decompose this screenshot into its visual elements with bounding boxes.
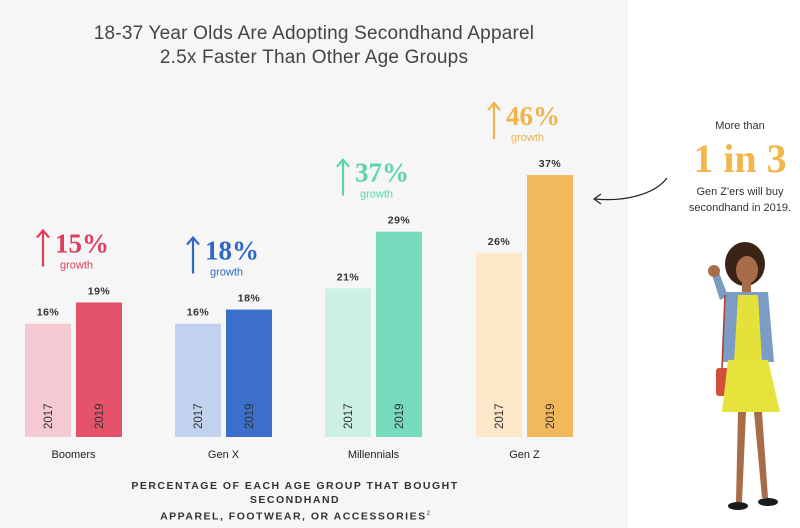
- callout-post-line-2: secondhand in 2019.: [688, 202, 792, 214]
- value-label-gen-z-2019: 37%: [539, 158, 562, 170]
- category-label-millennials: Millennials: [348, 449, 400, 461]
- year-label-gen-z-2019: 2019: [545, 403, 557, 429]
- chart-title-line-2: 2.5x Faster Than Other Age Groups: [159, 47, 469, 68]
- value-label-gen-x-2017: 16%: [187, 307, 210, 319]
- year-label-gen-x-2017: 2017: [193, 403, 205, 429]
- chart-title-line-1: 18-37 Year Olds Are Adopting Secondhand …: [93, 23, 535, 44]
- year-label-boomers-2019: 2019: [94, 403, 106, 429]
- callout-post-text: Gen Z'ers will buy secondhand in 2019.: [680, 184, 800, 216]
- growth-percent-gen-x: 18%: [205, 236, 259, 266]
- category-label-boomers: Boomers: [51, 449, 96, 461]
- bar-millennials-2019: [376, 231, 422, 437]
- value-label-millennials-2017: 21%: [337, 271, 360, 283]
- bar-chart: 16%201719%2019Boomers15%growth16%201718%…: [25, 101, 573, 461]
- category-label-gen-x: Gen X: [208, 449, 240, 461]
- growth-word-gen-x: growth: [210, 267, 243, 279]
- growth-percent-gen-z: 46%: [506, 101, 560, 131]
- bar-gen-x-2017: [175, 323, 221, 437]
- year-label-millennials-2017: 2017: [343, 403, 355, 429]
- value-label-millennials-2019: 29%: [388, 215, 411, 227]
- callout-pre-text: More than: [715, 120, 765, 132]
- footnote-line-2: APPAREL, FOOTWEAR, OR ACCESSORIES2: [90, 507, 500, 524]
- growth-percent-millennials: 37%: [355, 158, 409, 188]
- growth-word-boomers: growth: [60, 259, 93, 271]
- callout-post-line-1: Gen Z'ers will buy: [696, 186, 784, 198]
- callout-big-stat: 1 in 3: [693, 136, 787, 181]
- year-label-millennials-2019: 2019: [394, 403, 406, 429]
- bar-gen-z-2017: [476, 252, 522, 437]
- person-photo: [708, 242, 780, 510]
- chart-panel: [0, 0, 628, 528]
- value-label-gen-z-2017: 26%: [488, 236, 511, 248]
- growth-arrowhead-icon-millennials: [336, 157, 350, 168]
- value-label-boomers-2019: 19%: [88, 285, 111, 297]
- growth-arrowhead-icon-gen-z: [487, 101, 501, 111]
- value-label-boomers-2017: 16%: [37, 307, 60, 319]
- footnote-line-1: PERCENTAGE OF EACH AGE GROUP THAT BOUGHT…: [131, 480, 459, 506]
- callout-arrow-icon: [592, 177, 668, 205]
- growth-word-millennials: growth: [360, 189, 393, 201]
- category-label-gen-z: Gen Z: [509, 449, 540, 461]
- year-label-boomers-2017: 2017: [43, 403, 55, 429]
- growth-word-gen-z: growth: [511, 132, 544, 144]
- year-label-gen-x-2019: 2019: [244, 403, 256, 429]
- footnote: PERCENTAGE OF EACH AGE GROUP THAT BOUGHT…: [90, 479, 500, 524]
- growth-percent-boomers: 15%: [55, 228, 109, 258]
- growth-arrowhead-icon-boomers: [36, 228, 50, 239]
- growth-arrowhead-icon-gen-x: [186, 235, 200, 246]
- chart-title: 18-37 Year Olds Are Adopting Secondhand …: [40, 22, 588, 70]
- bar-boomers-2017: [25, 323, 71, 437]
- value-label-gen-x-2019: 18%: [238, 293, 261, 305]
- year-label-gen-z-2017: 2017: [494, 403, 506, 429]
- bar-millennials-2017: [325, 288, 371, 437]
- footnote-reference: 2: [426, 511, 430, 517]
- bar-boomers-2019: [76, 302, 122, 437]
- footnote-line-2-text: APPAREL, FOOTWEAR, OR ACCESSORIES: [160, 510, 427, 523]
- callout: More than 1 in 3 Gen Z'ers will buy seco…: [680, 120, 800, 216]
- bar-gen-z-2019: [527, 175, 573, 438]
- bar-gen-x-2019: [226, 309, 272, 437]
